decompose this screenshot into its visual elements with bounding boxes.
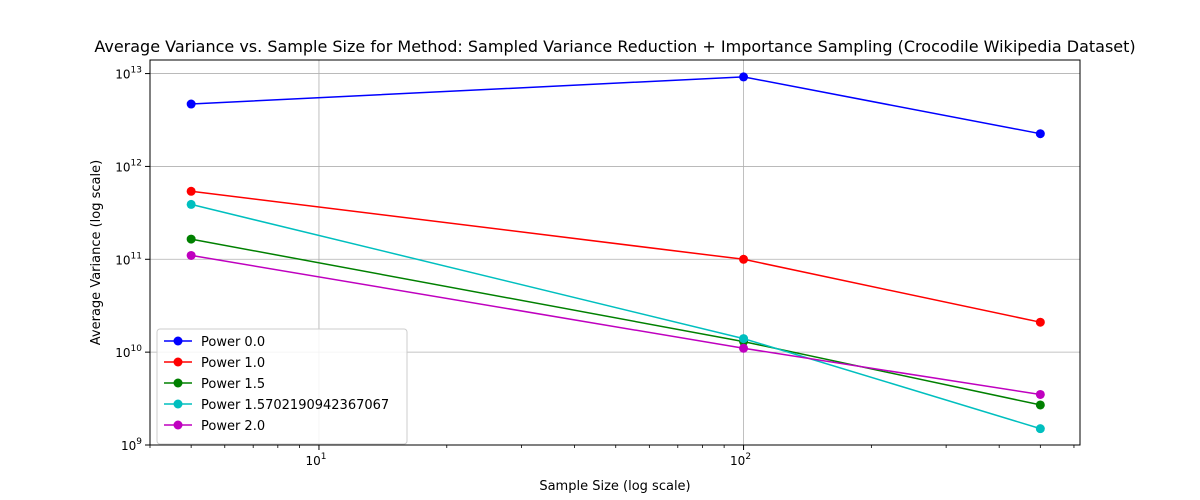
legend-label-0: Power 0.0	[201, 335, 265, 350]
legend-label-1: Power 1.0	[201, 356, 265, 371]
series-4-point-0	[186, 250, 196, 260]
legend-swatch-marker-1	[173, 357, 183, 367]
y-tick-label: 1013	[115, 66, 142, 82]
series-2-point-0	[186, 234, 196, 244]
x-tick-label: 101	[305, 452, 326, 468]
series-1-point-1	[739, 254, 749, 264]
series-4-point-2	[1035, 389, 1045, 399]
series-3-point-2	[1035, 424, 1045, 434]
series-0-point-1	[739, 72, 749, 82]
legend-swatch-marker-4	[173, 420, 183, 430]
plot-frame	[149, 59, 1081, 446]
y-tick-label: 1010	[115, 344, 142, 360]
y-tick-label: 109	[121, 437, 142, 453]
series-layer	[186, 72, 1045, 434]
series-3-point-1	[739, 334, 749, 344]
series-1-point-2	[1035, 317, 1045, 327]
y-tick-label: 1012	[115, 158, 142, 174]
series-4-point-1	[739, 343, 749, 353]
legend-box	[156, 328, 408, 445]
series-0-point-0	[186, 99, 196, 109]
series-1-point-0	[186, 186, 196, 196]
series-line-1	[191, 190, 1041, 323]
y-axis-label: Average Variance (log scale)	[89, 160, 104, 345]
legend-label-2: Power 1.5	[201, 377, 265, 392]
x-axis-label: Sample Size (log scale)	[539, 479, 690, 494]
legend-swatch-marker-3	[173, 399, 183, 409]
chart-title: Average Variance vs. Sample Size for Met…	[94, 37, 1135, 56]
y-tick-label: 1011	[115, 251, 142, 267]
series-3-point-0	[186, 199, 196, 209]
x-tick-label: 102	[730, 452, 751, 468]
series-2-point-2	[1035, 400, 1045, 410]
tick-layer: 101 102 109 1010 1011 1012 1013	[115, 66, 1075, 468]
legend: Power 0.0 Power 1.0 Power 1.5 Power 1.57021…	[156, 328, 408, 445]
series-line-0	[191, 76, 1041, 135]
series-0-point-2	[1035, 129, 1045, 139]
legend-label-3: Power 1.5702190942367067	[201, 398, 389, 413]
legend-label-4: Power 2.0	[201, 419, 265, 434]
legend-swatch-marker-0	[173, 336, 183, 346]
legend-swatch-marker-2	[173, 378, 183, 388]
